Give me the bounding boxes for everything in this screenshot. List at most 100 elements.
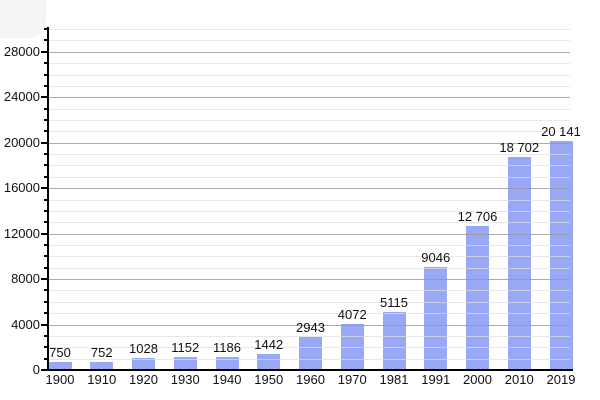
- y-tick-minor: [44, 244, 48, 246]
- bar-1981: [382, 311, 406, 370]
- y-tick-minor: [44, 175, 48, 178]
- y-tick-minor: [44, 221, 48, 224]
- y-tick-minor: [44, 334, 48, 337]
- value-label: 1028: [129, 341, 158, 357]
- gridline-minor: [48, 29, 570, 30]
- gridline-minor: [48, 347, 570, 349]
- corner-smudge-artifact: [0, 0, 46, 38]
- gridline-minor: [48, 85, 570, 87]
- bar-2000: [466, 225, 489, 370]
- y-tick-label: 0: [32, 362, 40, 377]
- y-axis-line: [47, 27, 49, 370]
- x-tick-label: 1920: [129, 372, 158, 387]
- gridline-minor: [48, 267, 570, 269]
- gridline-minor: [48, 256, 570, 258]
- value-label: 752: [90, 344, 113, 360]
- y-tick-major: [41, 232, 48, 235]
- y-tick-minor: [44, 300, 48, 303]
- y-tick-minor: [44, 209, 48, 212]
- gridline-major: [48, 51, 570, 53]
- gridline-major: [48, 324, 570, 326]
- x-tick-label: 2000: [463, 372, 492, 387]
- y-tick-minor: [44, 62, 48, 65]
- gridline-minor: [48, 290, 570, 292]
- value-label: 1442: [254, 336, 284, 352]
- bar-1940: [215, 356, 239, 370]
- gridline-minor: [48, 222, 570, 224]
- x-tick-label: 1930: [170, 372, 200, 387]
- y-tick-minor: [44, 107, 48, 110]
- gridline-minor: [48, 301, 570, 303]
- bar-1910: [90, 361, 114, 370]
- bar-1930: [173, 356, 197, 370]
- y-tick-major: [41, 50, 48, 53]
- x-tick-label: 1950: [254, 372, 284, 387]
- bar-1920: [132, 358, 155, 370]
- x-tick-label: 1960: [296, 372, 325, 387]
- value-label: 20 141: [541, 124, 581, 140]
- y-tick-major: [41, 187, 48, 190]
- value-label: 18 702: [499, 140, 540, 156]
- gridline-minor: [48, 63, 570, 65]
- bar-1991: [424, 267, 448, 370]
- gridline-minor: [48, 74, 570, 76]
- y-tick-minor: [44, 346, 48, 349]
- x-axis-line: [47, 369, 573, 371]
- y-tick-major: [41, 141, 48, 144]
- gridline-minor: [48, 154, 570, 155]
- gridline-minor: [48, 313, 570, 315]
- y-tick-minor: [44, 73, 48, 76]
- gridline-minor: [48, 131, 570, 133]
- y-tick-minor: [44, 118, 48, 121]
- gridline-minor: [48, 119, 570, 121]
- y-tick-minor: [44, 312, 48, 315]
- y-tick-label: 28000: [3, 43, 40, 59]
- x-tick-label: 1970: [337, 372, 367, 387]
- y-tick-major: [41, 323, 48, 326]
- bar-1900: [48, 361, 72, 370]
- y-tick-label: 20000: [3, 134, 40, 150]
- gridline-minor: [48, 199, 570, 201]
- value-label: 12 706: [457, 208, 498, 224]
- y-tick-major: [41, 96, 48, 99]
- y-tick-label: 8000: [11, 271, 40, 287]
- y-tick-minor: [44, 39, 48, 42]
- y-tick-minor: [44, 357, 48, 360]
- x-tick-label: 2019: [546, 372, 576, 387]
- y-tick-label: 16000: [3, 180, 40, 196]
- gridline-minor: [48, 165, 570, 167]
- y-tick-minor: [44, 266, 48, 269]
- bar-2010: [507, 157, 531, 370]
- gridline-minor: [48, 358, 570, 360]
- y-tick-minor: [44, 289, 48, 292]
- gridline-major: [48, 188, 570, 190]
- bar-2019: [549, 141, 573, 370]
- y-tick-major: [41, 369, 48, 371]
- value-label: 9046: [421, 250, 451, 266]
- gridline-minor: [48, 335, 570, 337]
- value-label: 750: [49, 344, 71, 360]
- value-label: 1186: [213, 339, 241, 355]
- value-label: 1152: [171, 339, 200, 355]
- y-tick-major: [41, 278, 48, 281]
- y-tick-minor: [44, 130, 48, 133]
- y-tick-minor: [44, 28, 48, 30]
- bar-1960: [299, 336, 322, 370]
- x-tick-label: 1910: [87, 372, 117, 387]
- y-tick-label: 12000: [3, 225, 40, 241]
- x-tick-label: 1900: [45, 372, 75, 387]
- gridline-minor: [48, 210, 570, 212]
- gridline-minor: [48, 40, 570, 42]
- gridline-minor: [48, 108, 570, 110]
- gridline-major: [48, 279, 570, 281]
- y-tick-minor: [44, 255, 48, 258]
- gridline-major: [48, 97, 570, 99]
- x-tick-label: 1991: [421, 372, 451, 387]
- bar-1970: [340, 323, 364, 370]
- bar-1950: [257, 353, 281, 370]
- y-tick-label: 24000: [3, 89, 40, 105]
- value-label: 2943: [296, 319, 325, 335]
- gridline-minor: [48, 176, 570, 178]
- y-tick-minor: [44, 84, 48, 87]
